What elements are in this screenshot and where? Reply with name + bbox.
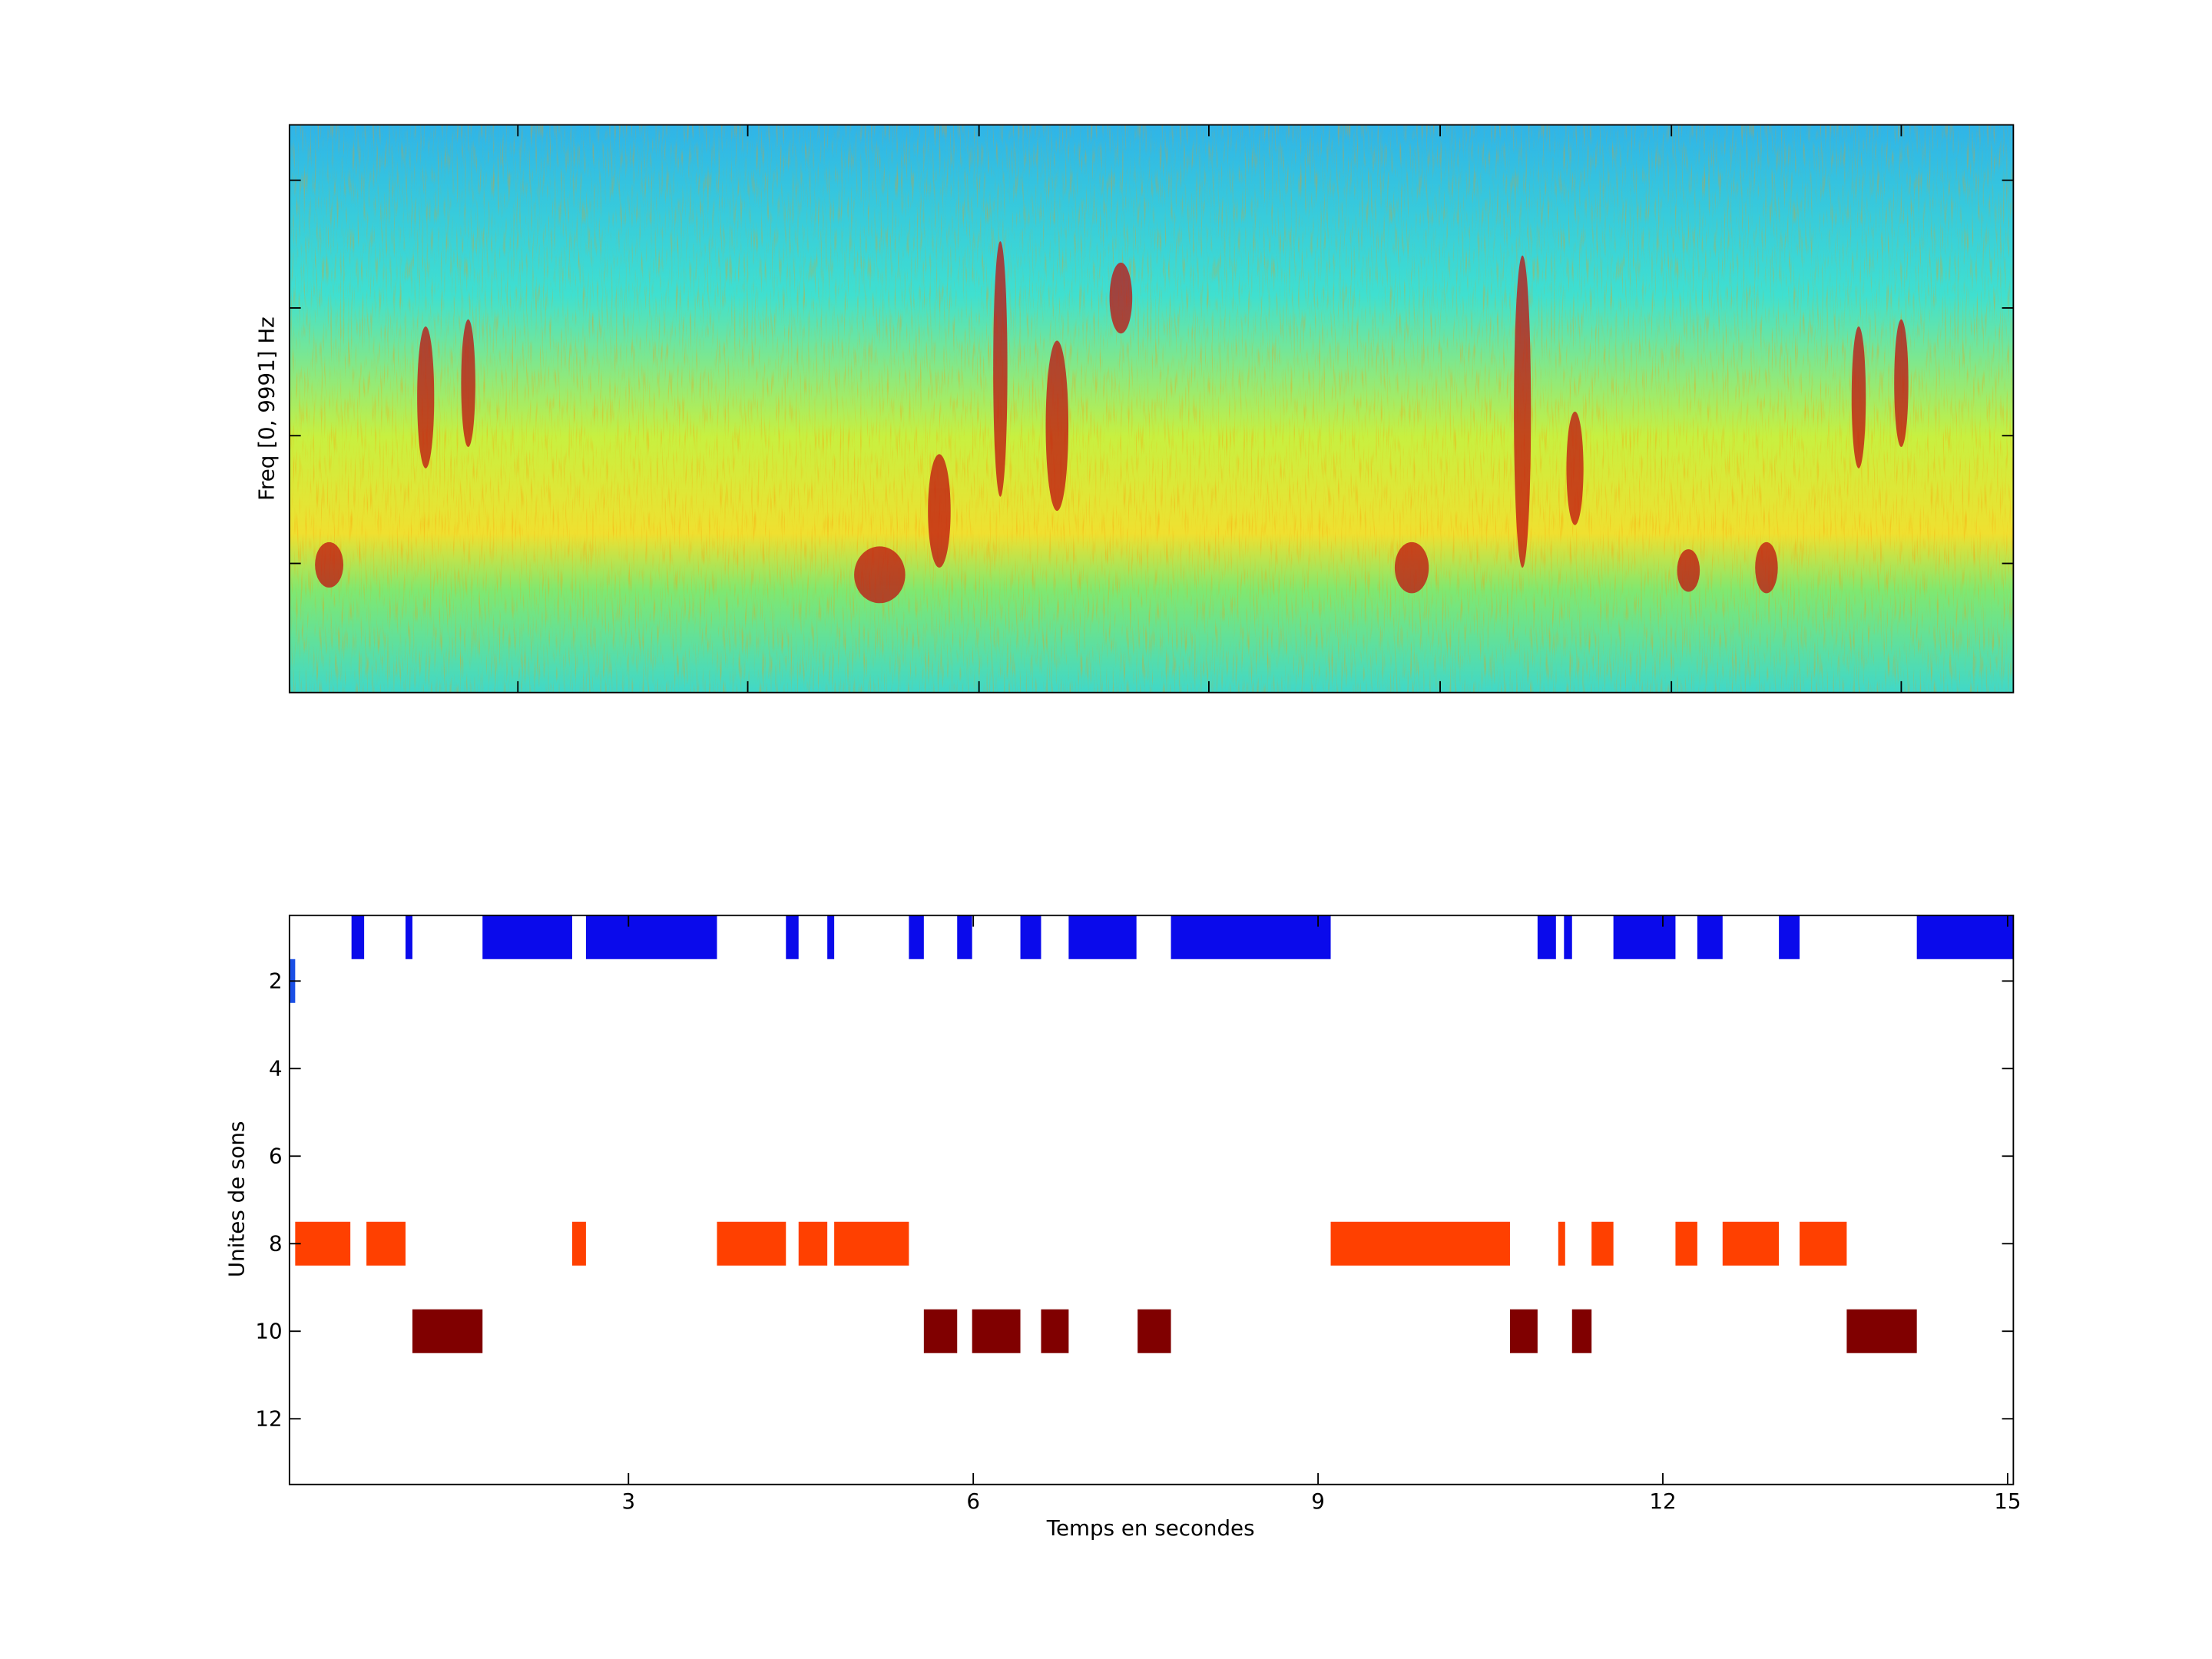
x-axis-label: Temps en secondes bbox=[1046, 1515, 1255, 1541]
segment bbox=[834, 1221, 909, 1266]
y-tick-label: 8 bbox=[269, 1230, 283, 1256]
segment bbox=[957, 915, 972, 959]
segment bbox=[1537, 915, 1556, 959]
x-tick-label: 6 bbox=[966, 1488, 980, 1514]
segment-plot: Temps en secondes Unites de sons 2 4 6 8 10 1… bbox=[224, 914, 2022, 1541]
spectrogram-ticks bbox=[289, 124, 2014, 693]
segment bbox=[827, 915, 835, 959]
y-axis-label: Unites de sons bbox=[224, 1121, 250, 1278]
spectrogram: Freq [0, 9991] Hz bbox=[254, 124, 2015, 694]
segment bbox=[786, 915, 799, 959]
segment bbox=[1613, 915, 1676, 959]
x-tick-label: 3 bbox=[621, 1488, 635, 1514]
segment bbox=[972, 1309, 1021, 1353]
y-tick-label: 12 bbox=[255, 1406, 282, 1431]
segment bbox=[1137, 1309, 1171, 1353]
x-tick-label: 15 bbox=[1994, 1488, 2021, 1514]
spectrogram-energy bbox=[315, 241, 1909, 604]
segment bbox=[295, 1221, 351, 1266]
segment bbox=[1171, 915, 1331, 959]
segment bbox=[366, 1221, 406, 1266]
segment bbox=[1558, 1221, 1565, 1266]
segment bbox=[1779, 915, 1800, 959]
segment bbox=[1330, 1221, 1510, 1266]
segment bbox=[1591, 1221, 1614, 1266]
segment bbox=[412, 1309, 483, 1353]
segment bbox=[571, 1221, 586, 1266]
segment bbox=[405, 915, 412, 959]
spectrogram-texture bbox=[289, 124, 2014, 693]
segment bbox=[923, 1309, 958, 1353]
segment bbox=[1846, 1309, 1917, 1353]
x-tick-label: 9 bbox=[1311, 1488, 1325, 1514]
plot-frame bbox=[288, 914, 2015, 1485]
segment bbox=[1020, 915, 1041, 959]
segment bbox=[717, 1221, 786, 1266]
segment bbox=[1571, 1309, 1592, 1353]
segment bbox=[1800, 1221, 1847, 1266]
segment bbox=[1041, 1309, 1069, 1353]
segment bbox=[1564, 915, 1572, 959]
x-tick-label: 12 bbox=[1649, 1488, 1676, 1514]
y-tick-label: 6 bbox=[269, 1143, 283, 1168]
segment bbox=[482, 915, 572, 959]
segment bbox=[1509, 1309, 1538, 1353]
segment bbox=[1675, 1221, 1697, 1266]
segment bbox=[1068, 915, 1137, 959]
segment bbox=[1722, 1221, 1780, 1266]
y-tick-label: 10 bbox=[255, 1318, 282, 1343]
segment bbox=[1916, 915, 2014, 959]
segment bbox=[909, 915, 924, 959]
spectrogram-y-label: Freq [0, 9991] Hz bbox=[254, 316, 280, 501]
y-tick-label: 2 bbox=[269, 969, 283, 994]
spectrogram-frame bbox=[288, 124, 2015, 694]
segment bbox=[585, 915, 717, 959]
segment bbox=[1697, 915, 1723, 959]
segment bbox=[798, 1221, 828, 1266]
segment bbox=[351, 915, 365, 959]
y-tick-label: 4 bbox=[269, 1056, 283, 1081]
